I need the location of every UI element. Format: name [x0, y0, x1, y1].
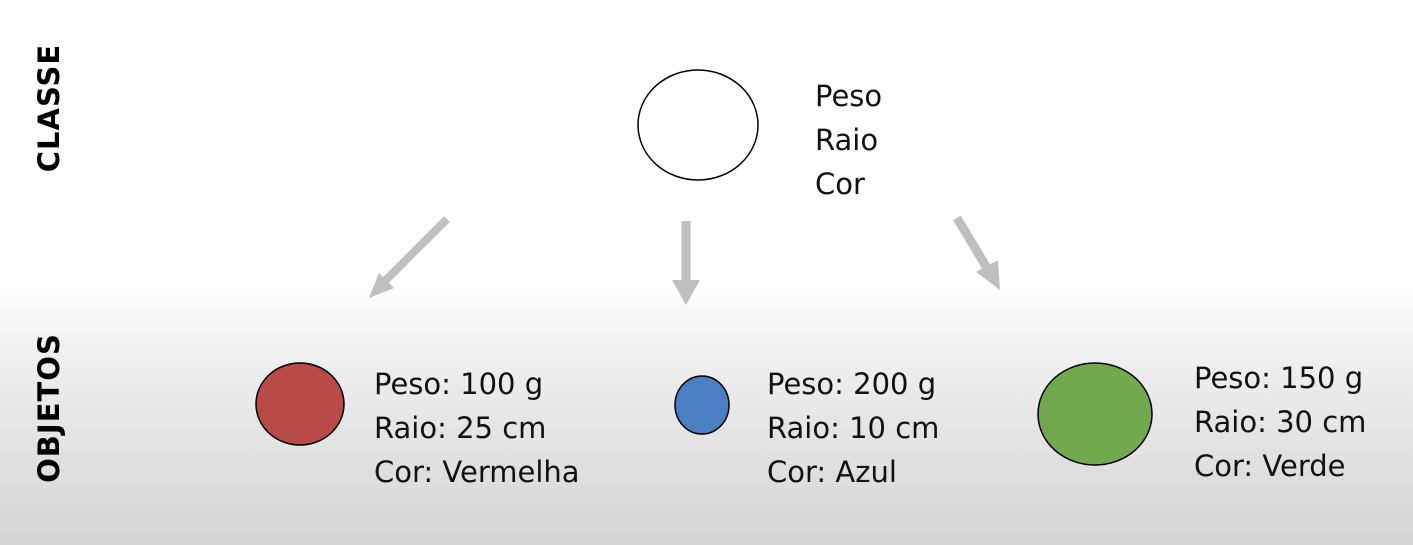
class-attribute-cor: Cor: [815, 167, 865, 201]
objetos-section-label: OBJETOS: [32, 333, 66, 483]
object-green-peso: Peso: 150 g: [1194, 361, 1364, 395]
instantiation-arrow-left: [369, 216, 450, 298]
object-red-raio: Raio: 25 cm: [374, 411, 547, 445]
object-red-cor: Cor: Vermelha: [374, 455, 580, 489]
object-blue-attributes: Peso: 200 g Raio: 10 cm Cor: Azul: [767, 362, 939, 494]
instantiation-arrow-middle: [672, 221, 700, 305]
object-green-cor: Cor: Verde: [1194, 449, 1346, 483]
object-red-peso: Peso: 100 g: [374, 367, 544, 401]
object-green-raio: Raio: 30 cm: [1194, 405, 1367, 439]
classe-section-label: CLASSE: [32, 43, 66, 173]
object-green-attributes: Peso: 150 g Raio: 30 cm Cor: Verde: [1194, 356, 1366, 488]
class-attributes: Peso Raio Cor: [815, 74, 882, 206]
class-attribute-raio: Raio: [815, 123, 879, 157]
object-circle-blue: [674, 375, 730, 435]
object-blue-raio: Raio: 10 cm: [767, 411, 940, 445]
object-blue-cor: Cor: Azul: [767, 455, 897, 489]
class-circle: [637, 69, 759, 181]
object-circle-green: [1037, 362, 1153, 466]
object-red-attributes: Peso: 100 g Raio: 25 cm Cor: Vermelha: [374, 362, 580, 494]
class-attribute-peso: Peso: [815, 79, 883, 113]
instantiation-arrow-right: [953, 215, 1000, 290]
object-blue-peso: Peso: 200 g: [767, 367, 937, 401]
object-circle-red: [255, 362, 345, 446]
